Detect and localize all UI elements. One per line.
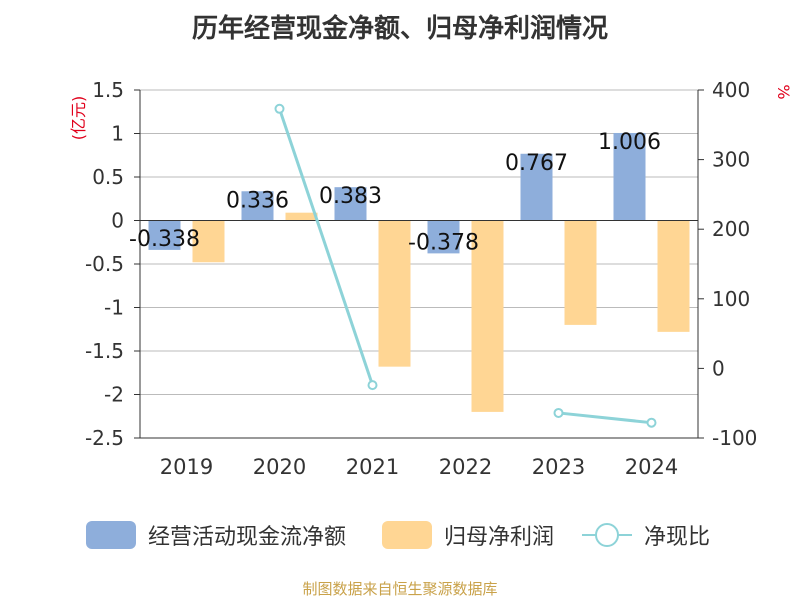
legend-item-ratio[interactable]: 净现比: [582, 518, 710, 552]
bar-cash: [520, 153, 553, 221]
left-tick-label: -1: [104, 296, 124, 320]
bar-profit: [564, 220, 597, 325]
ratio-point: [553, 407, 564, 418]
legend-item-profit[interactable]: 归母净利润: [382, 518, 554, 552]
legend-label-profit: 归母净利润: [444, 525, 555, 550]
x-tick-label: 2024: [625, 455, 678, 479]
left-tick-label: -2: [104, 383, 124, 407]
legend-swatch-cash: [86, 521, 136, 549]
chart-title: 历年经营现金净额、归母净利润情况: [191, 14, 608, 44]
ratio-line-segment: [278, 108, 374, 386]
ratio-point: [367, 380, 378, 391]
left-tick-label: -1.5: [85, 339, 124, 363]
data-label-cash: -0.378: [408, 230, 479, 255]
x-tick-label: 2023: [532, 455, 585, 479]
data-label-cash: 0.767: [505, 151, 568, 176]
right-axis-unit: %: [774, 84, 793, 99]
legend-item-cash[interactable]: 经营活动现金流净额: [86, 518, 346, 552]
left-tick-label: 1.5: [92, 78, 124, 102]
ratio-point: [646, 417, 657, 428]
ratio-line-segment: [558, 411, 652, 425]
bar-profit: [285, 212, 318, 221]
right-tick-label: -100: [712, 426, 757, 450]
x-tick-label: 2021: [346, 455, 399, 479]
bar-cash: [427, 220, 460, 254]
bar-cash: [148, 220, 181, 250]
bar-cash: [613, 132, 646, 221]
x-tick-label: 2019: [160, 455, 213, 479]
data-label-cash: 0.383: [319, 184, 382, 209]
right-tick-label: 400: [712, 78, 750, 102]
left-axis-unit: (亿元): [69, 96, 88, 141]
x-tick-label: 2020: [253, 455, 306, 479]
bar-cash: [334, 187, 367, 221]
left-tick-label: 1: [111, 122, 124, 146]
bar-profit: [657, 220, 690, 332]
x-tick-label: 2022: [439, 455, 492, 479]
ratio-point: [274, 103, 285, 114]
bar-profit: [192, 220, 225, 263]
left-tick-label: 0.5: [92, 165, 124, 189]
source-note: 制图数据来自恒生聚源数据库: [302, 580, 498, 598]
legend-label-ratio: 净现比: [644, 525, 711, 550]
legend: 经营活动现金流净额 归母净利润 净现比: [0, 518, 800, 552]
left-tick-label: -0.5: [85, 252, 124, 276]
data-label-cash: 0.336: [226, 188, 289, 213]
legend-swatch-ratio: [582, 521, 632, 549]
right-tick-label: 200: [712, 217, 750, 241]
legend-label-cash: 经营活动现金流净额: [148, 525, 347, 550]
bar-cash: [241, 191, 274, 221]
legend-swatch-profit: [382, 521, 432, 549]
data-label-cash: 1.006: [598, 130, 661, 155]
right-tick-label: 100: [712, 287, 750, 311]
data-label-cash: -0.338: [129, 227, 200, 252]
right-tick-label: 0: [712, 356, 725, 380]
right-tick-label: 300: [712, 148, 750, 172]
bar-profit: [471, 220, 504, 412]
bar-profit: [378, 220, 411, 367]
left-tick-label: -2.5: [85, 426, 124, 450]
left-tick-label: 0: [111, 209, 124, 233]
